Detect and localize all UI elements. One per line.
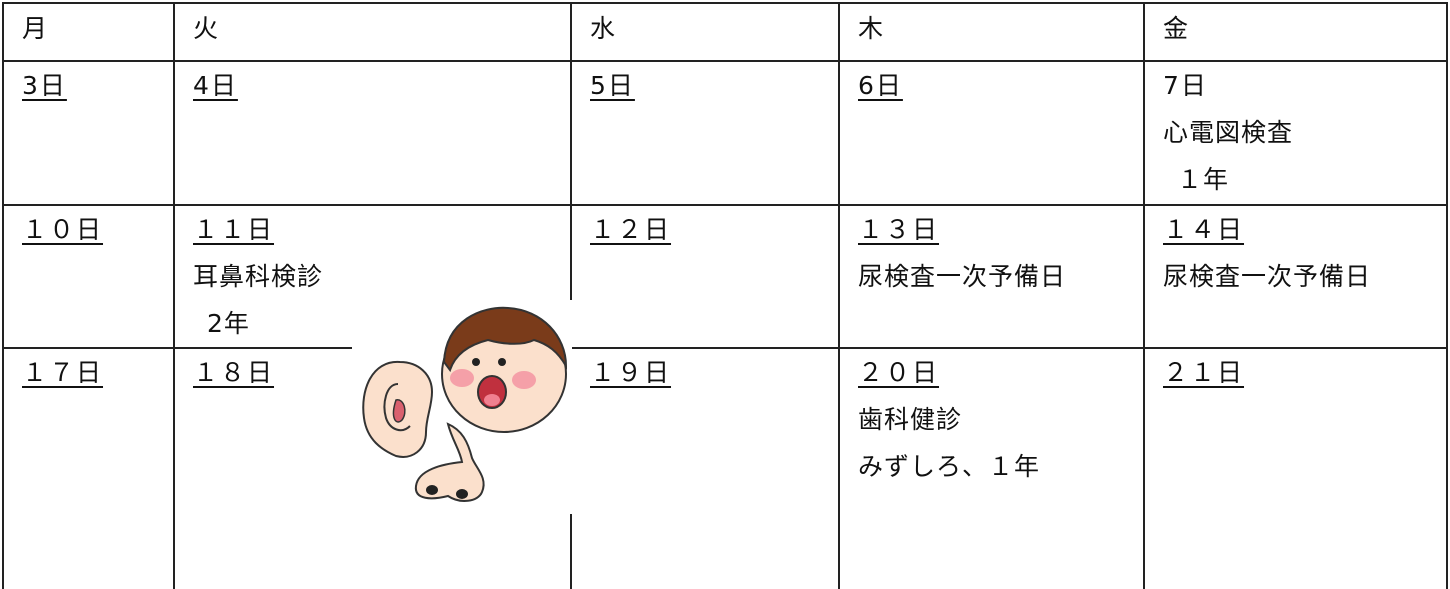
date: ２０日 bbox=[858, 358, 940, 387]
week-row: １０日 １１日 耳鼻科検診 2年 １２日 １３日 尿検査一次予備日 １４日 尿検査一次予備日 bbox=[2, 204, 1448, 349]
date: １２日 bbox=[590, 215, 672, 244]
day-cell: １２日 bbox=[570, 204, 840, 349]
event-text: 歯科健診 bbox=[858, 405, 963, 434]
date: １０日 bbox=[22, 215, 104, 244]
date: 5日 bbox=[590, 71, 635, 100]
date: １４日 bbox=[1163, 215, 1245, 244]
event-text: 心電図検査 bbox=[1163, 118, 1294, 147]
date: １７日 bbox=[22, 358, 104, 387]
date: １８日 bbox=[193, 358, 275, 387]
event-text: 尿検査一次予備日 bbox=[1163, 262, 1372, 291]
weekday: 火 bbox=[173, 2, 572, 62]
header-row: 月 火 水 木 金 bbox=[2, 2, 1448, 62]
day-cell: １３日尿検査一次予備日 bbox=[838, 204, 1145, 349]
weekday: 木 bbox=[838, 2, 1145, 62]
day-cell: １０日 bbox=[2, 204, 175, 349]
date: １１日 bbox=[193, 215, 275, 244]
day-cell: １４日尿検査一次予備日 bbox=[1143, 204, 1448, 349]
event-text: みずしろ、１年 bbox=[858, 452, 1041, 481]
week-row: 3日 4日 5日 6日 7日心電図検査 １年 bbox=[2, 60, 1448, 206]
date: ２１日 bbox=[1163, 358, 1245, 387]
date: １９日 bbox=[590, 358, 672, 387]
day-cell: ２０日歯科健診みずしろ、１年 bbox=[838, 347, 1145, 589]
event-text: １年 bbox=[1177, 165, 1230, 194]
weekday: 月 bbox=[2, 2, 175, 62]
event-text: 2年 bbox=[207, 309, 250, 338]
date: 4日 bbox=[193, 71, 238, 100]
event-text: 尿検査一次予備日 bbox=[858, 262, 1067, 291]
date: 7日 bbox=[1163, 71, 1208, 100]
weekday: 金 bbox=[1143, 2, 1448, 62]
day-cell: １９日 bbox=[570, 347, 840, 589]
date: 6日 bbox=[858, 71, 903, 100]
day-cell: 5日 bbox=[570, 60, 840, 206]
weekday: 水 bbox=[570, 2, 840, 62]
day-cell: 6日 bbox=[838, 60, 1145, 206]
date: １３日 bbox=[858, 215, 940, 244]
week-row: １７日 １８日 １９日 ２０日歯科健診みずしろ、１年 ２１日 bbox=[2, 347, 1448, 589]
day-cell: 3日 bbox=[2, 60, 175, 206]
day-cell: 7日心電図検査 １年 bbox=[1143, 60, 1448, 206]
day-cell: １７日 bbox=[2, 347, 175, 589]
ear-nose-illustration bbox=[352, 300, 572, 514]
day-cell: ２１日 bbox=[1143, 347, 1448, 589]
date: 3日 bbox=[22, 71, 67, 100]
day-cell: 4日 bbox=[173, 60, 572, 206]
event-text: 耳鼻科検診 bbox=[193, 262, 324, 291]
